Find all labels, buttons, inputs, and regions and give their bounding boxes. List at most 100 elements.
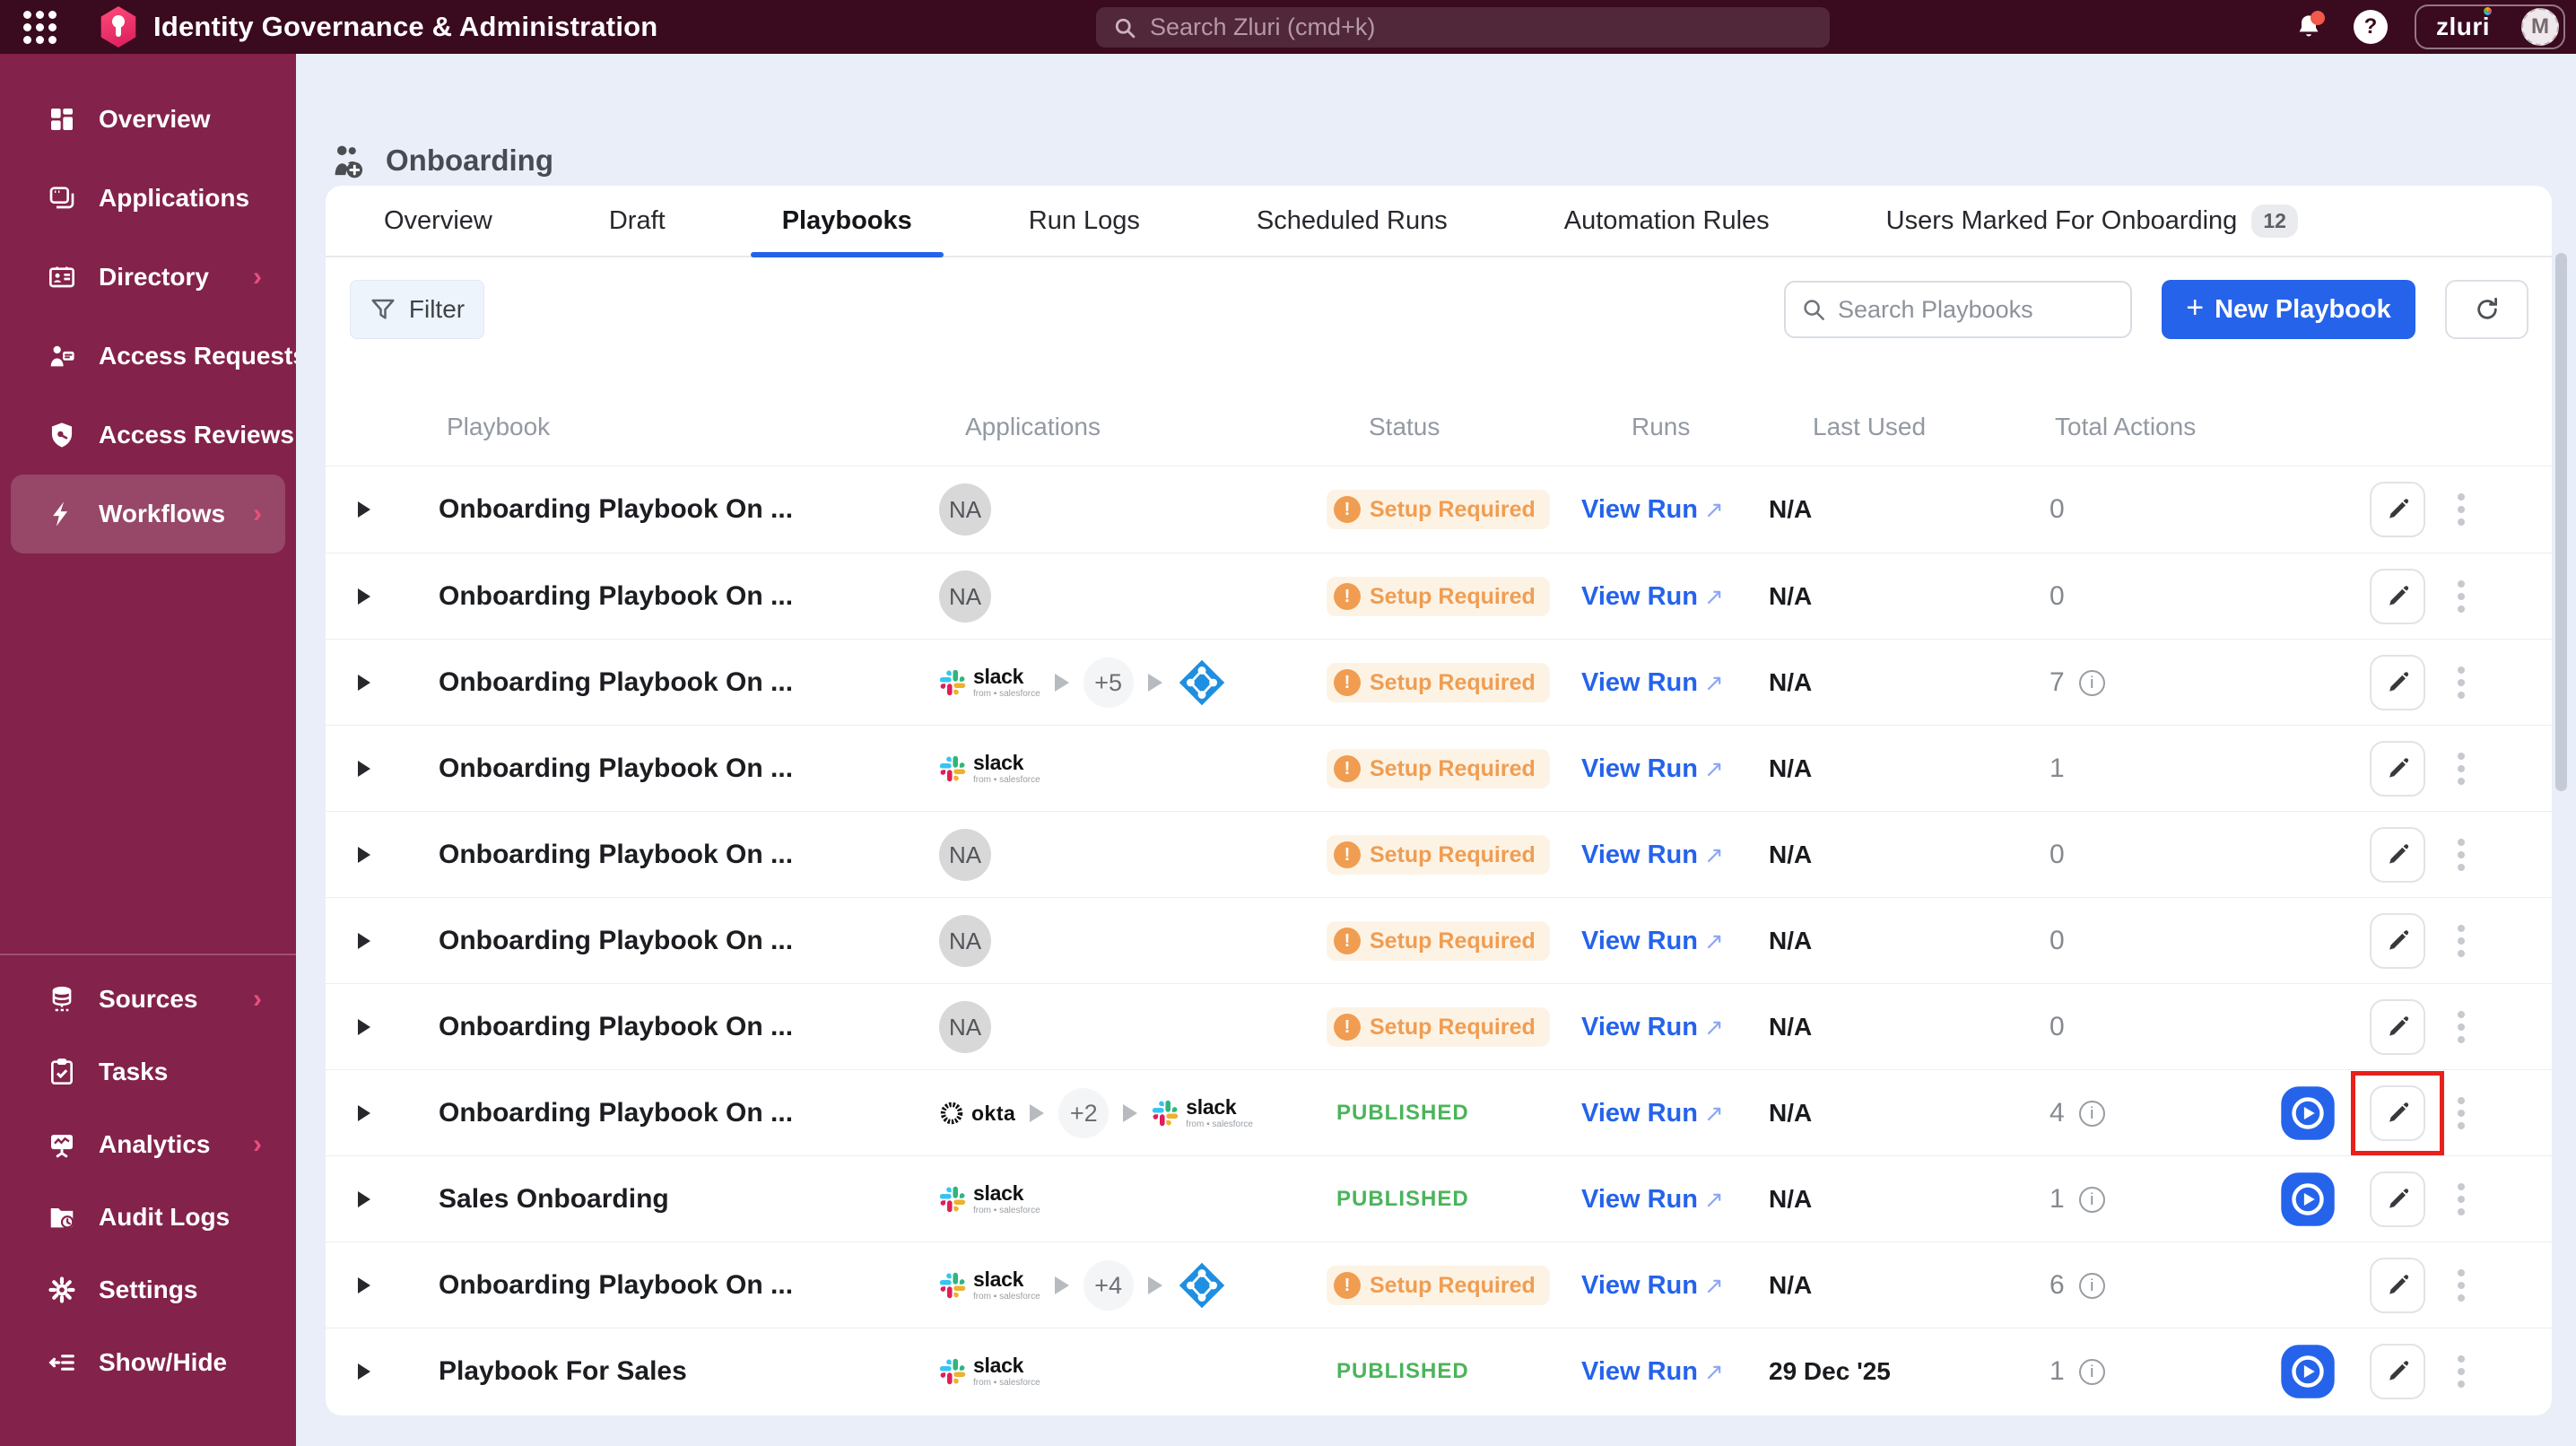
playbook-name[interactable]: Onboarding Playbook On ... [439, 753, 794, 783]
view-run-link[interactable]: View Run [1581, 926, 1698, 955]
tab-playbooks[interactable]: Playbooks [750, 186, 944, 257]
expand-arrow-icon[interactable] [358, 501, 370, 518]
run-playbook-button[interactable] [2280, 1172, 2336, 1227]
sidebar-item-workflows[interactable]: Workflows › [11, 475, 285, 553]
sidebar-item-sources[interactable]: Sources › [11, 963, 285, 1035]
edit-playbook-button[interactable] [2370, 1085, 2425, 1141]
playbook-name[interactable]: Sales Onboarding [439, 1184, 669, 1214]
view-run-link[interactable]: View Run [1581, 1356, 1698, 1386]
tab-draft[interactable]: Draft [609, 186, 666, 256]
notifications-button[interactable] [2291, 9, 2327, 45]
playbook-search[interactable] [1784, 281, 2132, 338]
sidebar-item-access-requests[interactable]: Access Requests [11, 317, 307, 396]
info-icon[interactable]: i [2078, 1358, 2105, 1385]
edit-playbook-button[interactable] [2370, 827, 2425, 883]
expand-arrow-icon[interactable] [358, 1105, 370, 1121]
expand-arrow-icon[interactable] [358, 1191, 370, 1207]
row-menu-button[interactable] [2452, 919, 2470, 963]
tab-scheduled-runs[interactable]: Scheduled Runs [1257, 186, 1448, 256]
row-menu-button[interactable] [2452, 1178, 2470, 1221]
sidebar-item-label: Access Reviews [99, 421, 294, 449]
view-run-link[interactable]: View Run [1581, 840, 1698, 869]
row-menu-button[interactable] [2452, 1092, 2470, 1135]
avatar[interactable]: M [2521, 8, 2559, 46]
row-menu-button[interactable] [2452, 833, 2470, 876]
edit-playbook-button[interactable] [2370, 1258, 2425, 1313]
playbook-name[interactable]: Onboarding Playbook On ... [439, 581, 794, 611]
view-run-link[interactable]: View Run [1581, 1098, 1698, 1128]
playbook-name[interactable]: Onboarding Playbook On ... [439, 1012, 794, 1041]
edit-playbook-button[interactable] [2370, 913, 2425, 969]
row-menu-button[interactable] [2452, 488, 2470, 531]
scrollbar-thumb[interactable] [2555, 253, 2567, 791]
info-icon[interactable]: i [2078, 1100, 2105, 1127]
edit-playbook-button[interactable] [2370, 999, 2425, 1055]
help-button[interactable]: ? [2354, 10, 2388, 44]
expand-arrow-icon[interactable] [358, 1277, 370, 1294]
sidebar-item-settings[interactable]: Settings [11, 1253, 285, 1326]
expand-arrow-icon[interactable] [358, 1363, 370, 1380]
info-icon[interactable]: i [2078, 1272, 2105, 1299]
row-menu-button[interactable] [2452, 575, 2470, 618]
global-search[interactable] [1096, 7, 1830, 48]
refresh-button[interactable] [2445, 280, 2528, 339]
edit-playbook-button[interactable] [2370, 741, 2425, 797]
view-run-link[interactable]: View Run [1581, 1270, 1698, 1300]
global-search-input[interactable] [1150, 13, 1830, 41]
arrow-right-icon [1147, 674, 1162, 692]
expand-arrow-icon[interactable] [358, 1019, 370, 1035]
playbook-name[interactable]: Onboarding Playbook On ... [439, 1098, 794, 1128]
tab-run-logs[interactable]: Run Logs [1029, 186, 1140, 256]
playbook-name[interactable]: Onboarding Playbook On ... [439, 494, 794, 524]
playbook-search-input[interactable] [1838, 295, 2121, 324]
sidebar-item-applications[interactable]: Applications [11, 159, 285, 238]
row-menu-button[interactable] [2452, 1350, 2470, 1393]
tab-users-marked-for-onboarding[interactable]: Users Marked For Onboarding 12 [1886, 186, 2298, 256]
sidebar-item-directory[interactable]: Directory › [11, 238, 285, 317]
expand-arrow-icon[interactable] [358, 675, 370, 691]
info-icon[interactable]: i [2078, 669, 2105, 696]
playbook-name[interactable]: Onboarding Playbook On ... [439, 926, 794, 955]
view-run-link[interactable]: View Run [1581, 753, 1698, 783]
sidebar-item-audit-logs[interactable]: Audit Logs [11, 1180, 285, 1253]
edit-playbook-button[interactable] [2370, 569, 2425, 624]
edit-playbook-button[interactable] [2370, 1344, 2425, 1399]
sidebar-item-tasks[interactable]: Tasks [11, 1035, 285, 1108]
playbook-name[interactable]: Onboarding Playbook On ... [439, 1270, 794, 1300]
playbook-name[interactable]: Playbook For Sales [439, 1356, 687, 1386]
run-playbook-button[interactable] [2280, 1085, 2336, 1141]
view-run-link[interactable]: View Run [1581, 667, 1698, 697]
view-run-link[interactable]: View Run [1581, 494, 1698, 524]
sidebar-item-show-hide[interactable]: Show/Hide [11, 1326, 285, 1398]
edit-playbook-button[interactable] [2370, 655, 2425, 710]
app-launcher-icon[interactable] [23, 10, 57, 44]
row-menu-button[interactable] [2452, 747, 2470, 790]
expand-arrow-icon[interactable] [358, 933, 370, 949]
view-run-link[interactable]: View Run [1581, 581, 1698, 611]
playbook-name[interactable]: Onboarding Playbook On ... [439, 667, 794, 697]
row-menu-button[interactable] [2452, 1264, 2470, 1307]
view-run-link[interactable]: View Run [1581, 1184, 1698, 1214]
info-icon[interactable]: i [2078, 1186, 2105, 1213]
expand-arrow-icon[interactable] [358, 588, 370, 605]
playbook-name[interactable]: Onboarding Playbook On ... [439, 840, 794, 869]
row-menu-button[interactable] [2452, 661, 2470, 704]
sidebar-item-access-reviews[interactable]: Access Reviews [11, 396, 294, 475]
row-menu-button[interactable] [2452, 1006, 2470, 1049]
account-menu[interactable]: zluri M [2415, 4, 2565, 49]
tab-automation-rules[interactable]: Automation Rules [1564, 186, 1770, 256]
edit-playbook-button[interactable] [2370, 1172, 2425, 1227]
total-actions-value: 1 [2049, 1356, 2065, 1386]
view-run-link[interactable]: View Run [1581, 1012, 1698, 1041]
scrollbar[interactable] [2555, 188, 2567, 1416]
expand-arrow-icon[interactable] [358, 761, 370, 777]
filter-button[interactable]: Filter [350, 280, 484, 339]
sidebar-item-analytics[interactable]: Analytics › [11, 1108, 285, 1180]
edit-playbook-button[interactable] [2370, 482, 2425, 537]
tab-overview[interactable]: Overview [384, 186, 492, 256]
new-playbook-button[interactable]: + New Playbook [2162, 280, 2415, 339]
expand-arrow-icon[interactable] [358, 847, 370, 863]
sidebar-item-overview[interactable]: Overview [11, 80, 285, 159]
run-playbook-button[interactable] [2280, 1344, 2336, 1399]
status-cell: ! Setup Required [1312, 1266, 1572, 1305]
